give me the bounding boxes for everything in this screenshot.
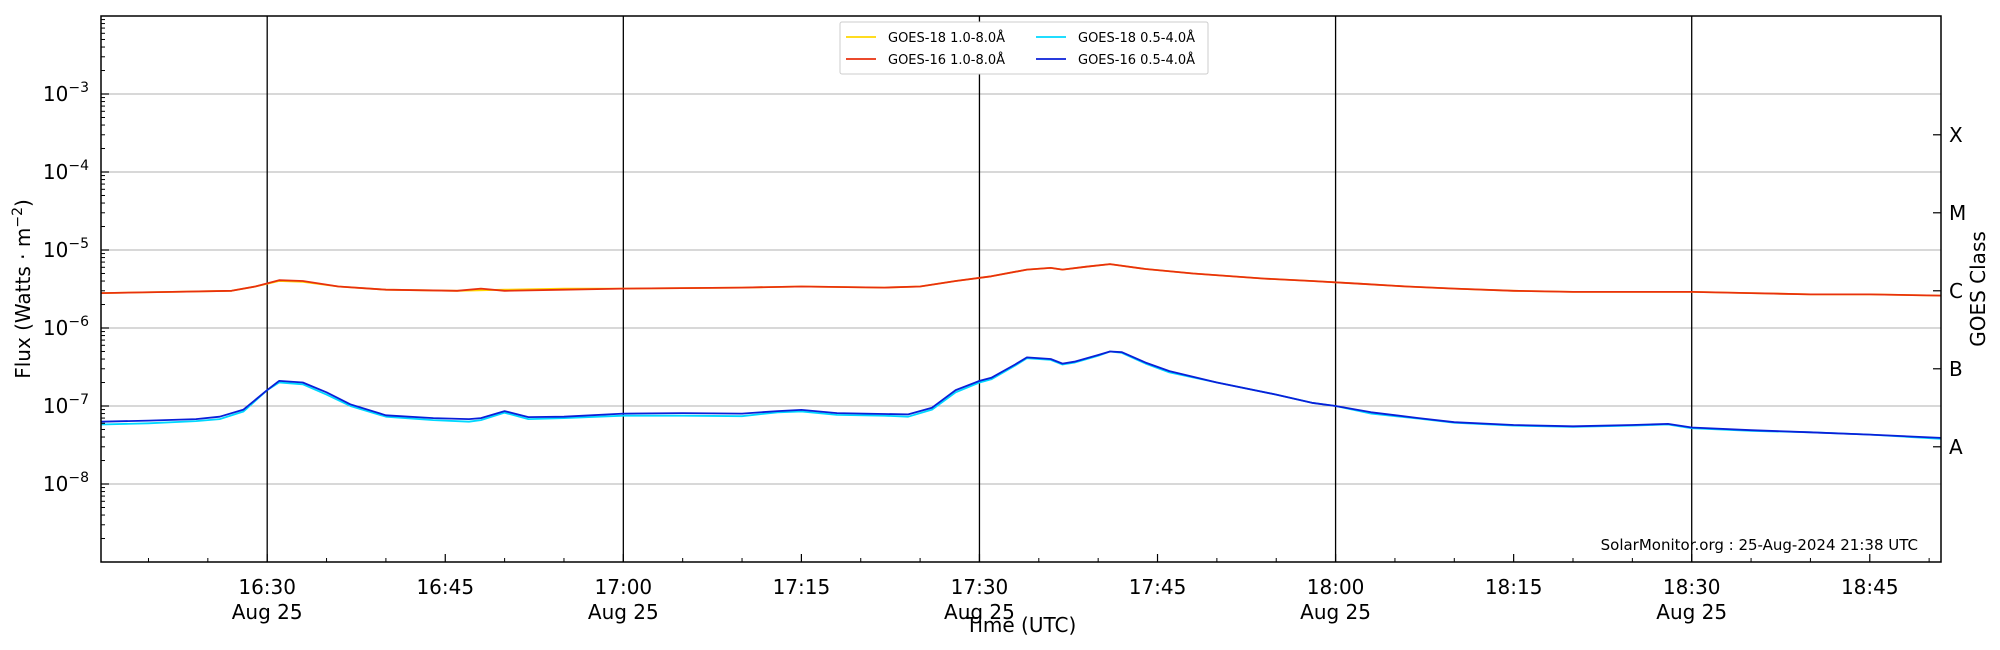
x-tick-label: 18:00 <box>1307 575 1365 599</box>
legend-box <box>839 21 1209 75</box>
goes-class-axis-label: GOES Class <box>1966 231 1990 347</box>
legend-label: GOES-16 1.0-8.0Å <box>888 52 1005 68</box>
x-tick-date-label: Aug 25 <box>1300 600 1371 624</box>
series-lines <box>100 263 1942 440</box>
x-tick-date-label: Aug 25 <box>588 600 659 624</box>
series-line <box>100 350 1942 440</box>
x-axis-label: Time (UTC) <box>965 613 1077 637</box>
x-tick-date-label: Aug 25 <box>1656 600 1727 624</box>
x-tick-label: 16:30 <box>238 575 296 599</box>
x-tick-label: 16:45 <box>416 575 474 599</box>
legend-label: GOES-16 0.5-4.0Å <box>1078 52 1195 68</box>
legend: GOES-18 1.0-8.0Å GOES-16 1.0-8.0Å GOES-18 … <box>839 21 1209 75</box>
y-axis-label: Flux (Watts · m−2) <box>10 199 35 379</box>
y-tick-label: 10−4 <box>43 158 89 184</box>
plot-frame <box>100 15 1942 563</box>
y-tick-label: 10−5 <box>43 236 89 262</box>
x-tick-label: 18:45 <box>1841 575 1899 599</box>
x-tick-label: 17:45 <box>1129 575 1187 599</box>
goes-class-label: B <box>1949 357 1963 381</box>
series-line <box>100 263 1942 297</box>
grid-lines <box>101 16 1941 562</box>
x-tick-label: 17:15 <box>773 575 831 599</box>
legend-label: GOES-18 1.0-8.0Å <box>888 30 1005 46</box>
goes-class-label: X <box>1949 123 1963 147</box>
x-tick-label: 17:00 <box>595 575 653 599</box>
series-line <box>100 263 1942 297</box>
x-tick-label: 17:30 <box>951 575 1009 599</box>
goes-class-label: C <box>1949 279 1963 303</box>
y-tick-label: 10−3 <box>43 80 89 106</box>
y-tick-label: 10−7 <box>43 392 89 418</box>
credit-text: SolarMonitor.org : 25-Aug-2024 21:38 UTC <box>1601 536 1918 554</box>
x-tick-date-label: Aug 25 <box>944 600 1015 624</box>
x-tick-date-label: Aug 25 <box>232 600 303 624</box>
y-tick-label: 10−8 <box>43 470 89 496</box>
x-tick-label: 18:15 <box>1485 575 1543 599</box>
goes-class-label: A <box>1949 435 1963 459</box>
goes-class-label: M <box>1949 201 1966 225</box>
legend-label: GOES-18 0.5-4.0Å <box>1078 30 1195 46</box>
x-tick-label: 18:30 <box>1663 575 1721 599</box>
y-tick-label: 10−6 <box>43 314 89 340</box>
series-line <box>100 350 1942 439</box>
